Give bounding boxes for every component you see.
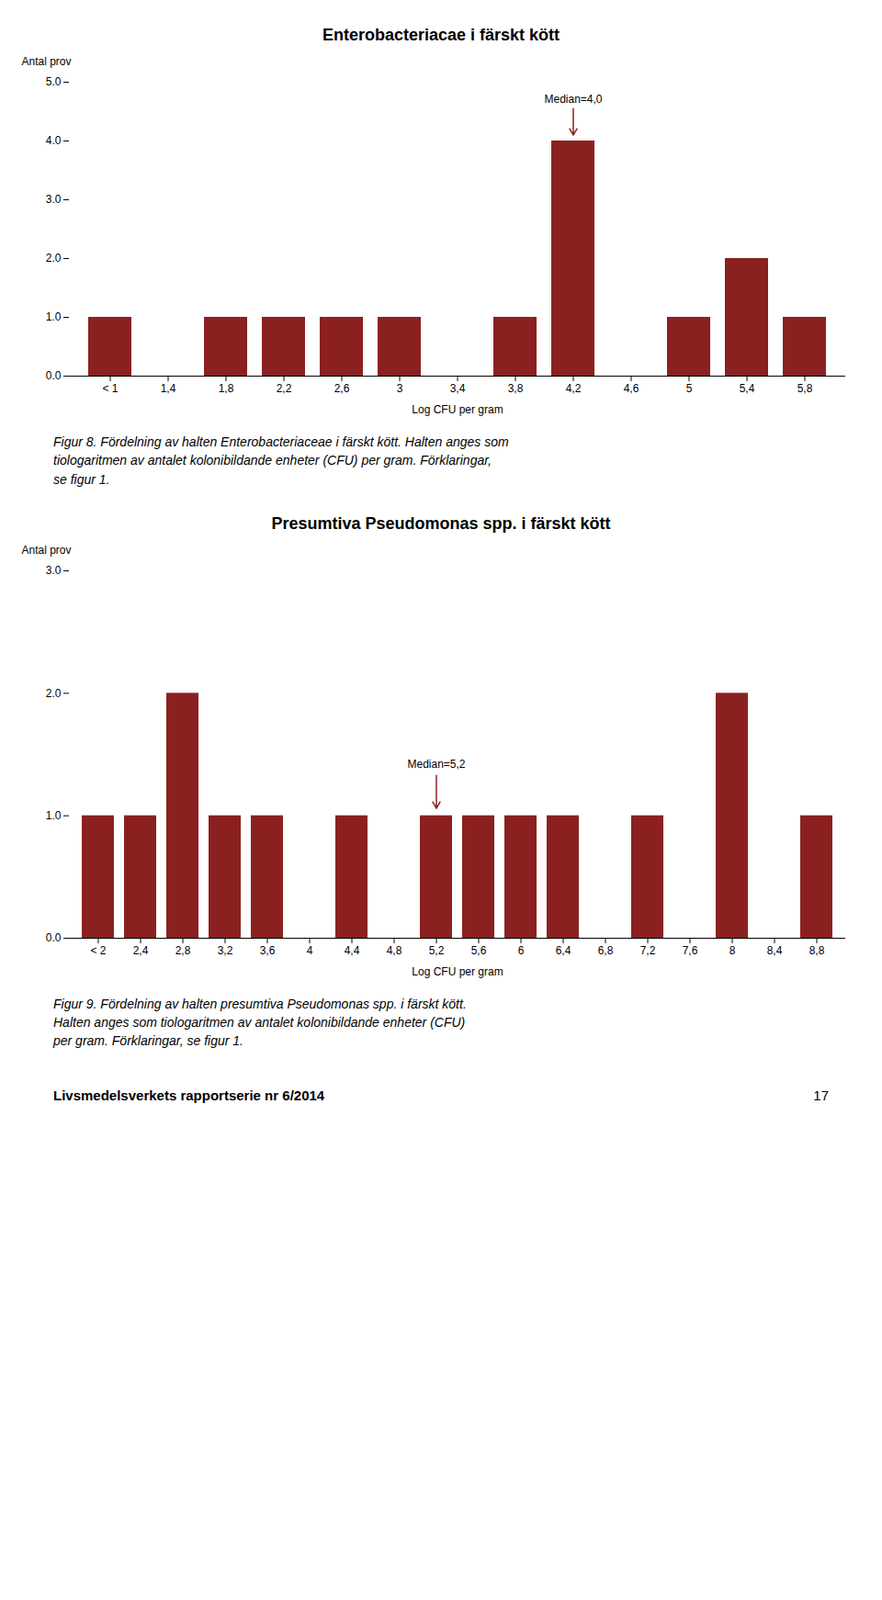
svg-text:5,6: 5,6 — [471, 944, 487, 958]
html-text:Figur 9. Fördelning av halten: Figur 9. Fördelning av halten presumtiva… — [53, 996, 467, 1012]
svg-text:7,6: 7,6 — [682, 944, 699, 958]
svg-text:Log CFU per gram: Log CFU per gram — [411, 964, 503, 978]
svg-text:1,4: 1,4 — [160, 382, 177, 396]
svg-text:Median=5,2: Median=5,2 — [407, 757, 465, 771]
svg-text:2.0: 2.0 — [45, 251, 62, 265]
svg-text:4,4: 4,4 — [344, 944, 361, 958]
svg-text:3: 3 — [396, 382, 404, 396]
svg-text:1,8: 1,8 — [218, 382, 235, 396]
html-text:Livsmedelsverkets rapportserie: Livsmedelsverkets rapportserie nr 6/2014 — [53, 1087, 325, 1104]
svg-text:2,2: 2,2 — [276, 382, 293, 396]
svg-text:3.0: 3.0 — [45, 564, 62, 577]
svg-text:3,2: 3,2 — [217, 944, 234, 958]
svg-text:2,8: 2,8 — [175, 944, 192, 958]
svg-text:4.0: 4.0 — [45, 134, 62, 147]
svg-text:6,8: 6,8 — [598, 944, 614, 958]
svg-text:3,6: 3,6 — [260, 944, 276, 958]
html-text:Presumtiva Pseudomonas spp. i: Presumtiva Pseudomonas spp. i färskt köt… — [271, 514, 611, 533]
svg-text:4,8: 4,8 — [386, 944, 403, 958]
svg-text:2.0: 2.0 — [45, 687, 62, 701]
html-text:tiologaritmen av antalet kolon: tiologaritmen av antalet kolonibildande … — [53, 453, 492, 468]
svg-text:8,8: 8,8 — [809, 944, 826, 958]
svg-text:3,8: 3,8 — [508, 382, 524, 396]
svg-text:1.0: 1.0 — [45, 809, 62, 823]
html-text:se figur 1.: se figur 1. — [53, 471, 110, 487]
html-text:per gram. Förklaringar, se fig: per gram. Förklaringar, se figur 1. — [53, 1034, 244, 1049]
svg-text:0.0: 0.0 — [45, 369, 62, 383]
svg-text:4,2: 4,2 — [565, 382, 582, 396]
svg-text:2,6: 2,6 — [334, 382, 351, 396]
html-text:Enterobacteriacae i färskt köt: Enterobacteriacae i färskt kött — [322, 25, 560, 45]
svg-text:Antal prov: Antal prov — [22, 55, 72, 68]
svg-text:2,4: 2,4 — [133, 944, 149, 958]
svg-text:1.0: 1.0 — [45, 310, 62, 324]
svg-text:5,4: 5,4 — [739, 382, 756, 396]
svg-text:3,4: 3,4 — [450, 382, 466, 396]
svg-text:7,2: 7,2 — [640, 944, 656, 958]
svg-text:8,4: 8,4 — [767, 944, 783, 958]
svg-text:Median=4,0: Median=4,0 — [543, 92, 602, 106]
svg-text:4: 4 — [306, 944, 314, 958]
svg-text:4,6: 4,6 — [623, 382, 640, 396]
svg-text:Log CFU per gram: Log CFU per gram — [411, 403, 503, 417]
svg-text:5,2: 5,2 — [429, 944, 445, 958]
svg-text:Antal prov: Antal prov — [22, 543, 72, 557]
svg-text:6: 6 — [518, 944, 525, 958]
svg-text:< 1: < 1 — [101, 382, 118, 396]
html-text:Halten anges som tiologaritmen: Halten anges som tiologaritmen av antale… — [53, 1015, 466, 1031]
svg-text:5,8: 5,8 — [797, 382, 814, 396]
svg-text:3.0: 3.0 — [45, 192, 62, 206]
svg-text:< 2: < 2 — [90, 944, 106, 958]
svg-text:5.0: 5.0 — [45, 75, 62, 89]
svg-text:0.0: 0.0 — [45, 931, 62, 945]
svg-text:6,4: 6,4 — [555, 944, 572, 958]
svg-text:8: 8 — [729, 944, 736, 958]
html-text:17: 17 — [813, 1087, 829, 1104]
html-text:Figur 8. Fördelning av halten: Figur 8. Fördelning av halten Enterobact… — [53, 434, 509, 450]
svg-text:5: 5 — [686, 382, 693, 396]
